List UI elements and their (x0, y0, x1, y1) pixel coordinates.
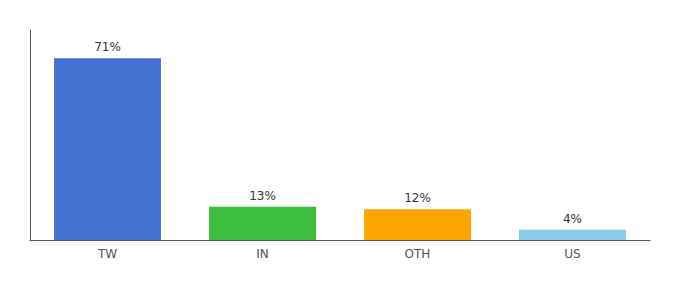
svg-text:13%: 13% (249, 189, 276, 203)
svg-text:71%: 71% (94, 40, 121, 54)
svg-text:4%: 4% (563, 212, 582, 226)
svg-text:TW: TW (97, 247, 117, 261)
svg-text:IN: IN (256, 247, 269, 261)
svg-text:12%: 12% (404, 191, 431, 205)
svg-text:OTH: OTH (405, 247, 431, 261)
svg-text:US: US (564, 247, 580, 261)
